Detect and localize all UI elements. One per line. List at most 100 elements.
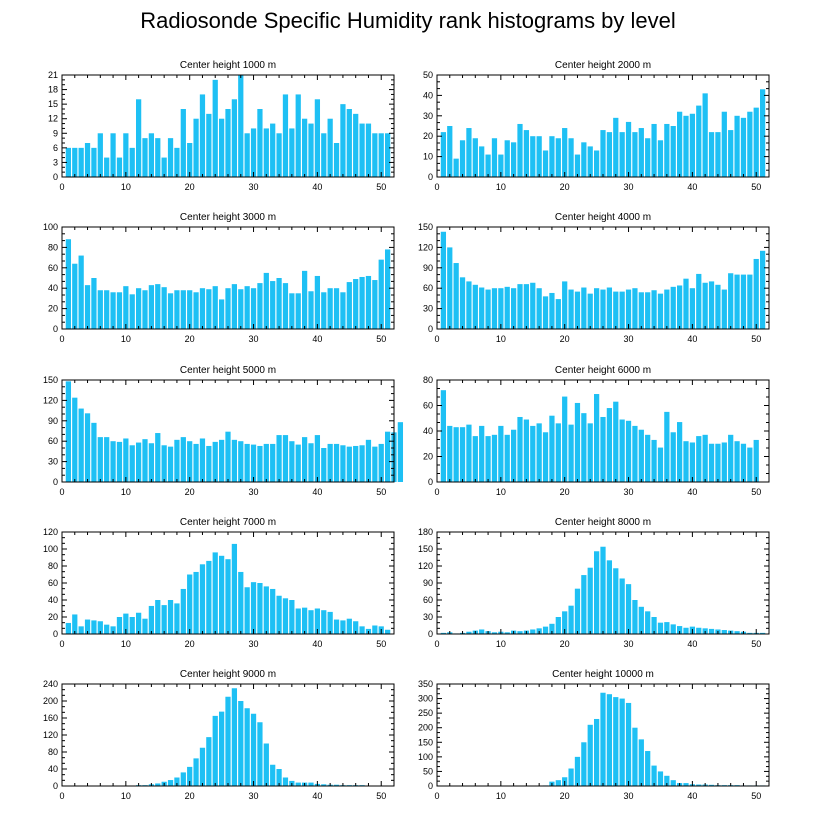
histogram-bar — [333, 443, 340, 482]
y-tick-label: 0 — [428, 477, 433, 487]
histogram-bar — [378, 443, 384, 482]
histogram-bar — [472, 284, 478, 329]
histogram-bar — [702, 282, 708, 329]
histogram-bar — [180, 772, 186, 786]
histogram-bar — [385, 133, 391, 177]
x-tick-label: 40 — [687, 487, 697, 497]
histogram-bar — [244, 133, 250, 177]
histogram-bar — [517, 416, 523, 482]
histogram-bar — [747, 447, 753, 482]
histogram-bar — [270, 123, 276, 177]
x-tick-label: 50 — [376, 639, 386, 649]
histogram-bar — [372, 625, 378, 634]
x-tick-label: 50 — [376, 334, 386, 344]
panel-title: Center height 9000 m — [180, 669, 276, 680]
histogram-bar — [276, 133, 282, 177]
x-tick-label: 10 — [121, 182, 131, 192]
histogram-bar — [340, 445, 346, 482]
histogram-bar — [346, 446, 352, 482]
histogram-bar — [244, 443, 250, 482]
histogram-bar — [542, 150, 549, 177]
histogram-bar — [193, 443, 199, 482]
histogram-bar — [78, 255, 84, 329]
histogram-bar — [238, 441, 244, 482]
histogram-panel: Center height 1000 m 0 10 20 30 40 50 0 3 6 9 12 15 1… — [48, 60, 395, 192]
y-tick-label: 0 — [428, 172, 433, 182]
panel-title: Center height 10000 m — [552, 669, 654, 680]
y-tick-label: 50 — [423, 70, 433, 80]
x-tick-label: 40 — [312, 639, 322, 649]
histogram-bar — [385, 249, 391, 329]
histogram-bar — [555, 617, 561, 634]
histogram-bar — [562, 611, 568, 634]
histogram-bar — [84, 143, 91, 177]
histogram-bar — [333, 143, 340, 177]
histogram-bar — [549, 292, 555, 329]
histogram-bar — [250, 444, 257, 482]
histogram-bar — [721, 111, 727, 177]
histogram-bar — [167, 780, 174, 786]
histogram-bar — [180, 437, 186, 482]
histogram-bar — [84, 619, 91, 634]
y-tick-label: 0 — [53, 477, 58, 487]
histogram-bar — [270, 764, 276, 786]
y-tick-label: 120 — [43, 527, 58, 537]
histogram-bar — [453, 427, 459, 482]
histogram-bar — [327, 118, 333, 177]
x-tick-label: 0 — [434, 791, 439, 801]
histogram-bar — [250, 288, 257, 329]
histogram-bar — [625, 289, 632, 329]
histogram-bar — [568, 424, 574, 483]
y-tick-label: 12 — [48, 114, 58, 124]
histogram-bar — [123, 133, 129, 177]
x-tick-label: 50 — [751, 334, 761, 344]
histogram-bar — [734, 115, 740, 177]
y-tick-label: 250 — [418, 708, 433, 718]
histogram-bar — [728, 434, 734, 482]
x-tick-label: 30 — [624, 487, 634, 497]
y-tick-label: 0 — [53, 629, 58, 639]
histogram-bar — [574, 402, 581, 482]
histogram-bar — [219, 711, 225, 787]
x-tick-label: 50 — [751, 791, 761, 801]
x-tick-label: 50 — [751, 639, 761, 649]
x-tick-label: 20 — [185, 182, 195, 192]
histogram-bar — [353, 621, 359, 634]
histogram-bar — [314, 608, 321, 634]
histogram-bar — [562, 281, 568, 329]
histogram-bar — [282, 94, 289, 177]
histogram-bar — [219, 118, 225, 177]
y-tick-label: 3 — [53, 157, 58, 167]
histogram-bar — [753, 107, 759, 177]
histogram-bar — [270, 281, 276, 329]
histogram-bar — [72, 397, 78, 482]
histogram-bar — [619, 132, 625, 177]
histogram-bar — [167, 446, 174, 482]
histogram-bar — [206, 445, 212, 482]
histogram-bar — [753, 258, 759, 329]
histogram-bar — [231, 284, 238, 329]
y-tick-label: 20 — [48, 304, 58, 314]
y-tick-label: 160 — [43, 713, 58, 723]
histogram-bar — [340, 620, 346, 634]
histogram-bar — [657, 140, 664, 177]
histogram-bar — [397, 422, 404, 482]
panel-title: Center height 1000 m — [180, 60, 276, 71]
y-tick-label: 15 — [48, 99, 58, 109]
y-tick-label: 180 — [418, 527, 433, 537]
histogram-bar — [302, 270, 308, 329]
histogram-bar — [472, 138, 478, 177]
histogram-bar — [555, 780, 561, 786]
histogram-bar — [581, 413, 587, 482]
histogram-bar — [155, 600, 161, 634]
y-tick-label: 40 — [48, 764, 58, 774]
histogram-bar — [581, 142, 587, 177]
histogram-bar — [116, 292, 123, 329]
histogram-bar — [289, 441, 295, 482]
histogram-bar — [606, 408, 613, 482]
histogram-bar — [530, 629, 536, 634]
histogram-bar — [385, 629, 391, 634]
histogram-bar — [282, 598, 289, 634]
histogram-bar — [708, 784, 715, 786]
histogram-bar — [632, 425, 638, 482]
